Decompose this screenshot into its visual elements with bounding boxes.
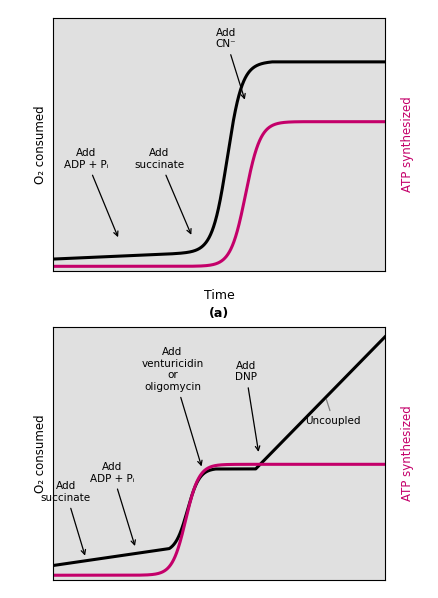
- Text: Uncoupled: Uncoupled: [306, 399, 361, 426]
- Text: Add
venturicidin
or
oligomycin: Add venturicidin or oligomycin: [141, 347, 204, 465]
- Text: (a): (a): [209, 307, 229, 319]
- Text: Add
succinate: Add succinate: [41, 481, 91, 554]
- Text: Add
succinate: Add succinate: [134, 148, 191, 234]
- Text: ATP synthesized: ATP synthesized: [401, 405, 413, 501]
- Y-axis label: O₂ consumed: O₂ consumed: [34, 414, 47, 493]
- Text: Add
DNP: Add DNP: [235, 361, 260, 450]
- Text: ATP synthesized: ATP synthesized: [401, 97, 413, 193]
- Y-axis label: O₂ consumed: O₂ consumed: [34, 105, 47, 184]
- Text: Add
ADP + Pᵢ: Add ADP + Pᵢ: [90, 462, 135, 545]
- Text: Add
ADP + Pᵢ: Add ADP + Pᵢ: [64, 148, 118, 236]
- Text: Add
CN⁻: Add CN⁻: [215, 28, 245, 98]
- Text: Time: Time: [204, 289, 234, 302]
